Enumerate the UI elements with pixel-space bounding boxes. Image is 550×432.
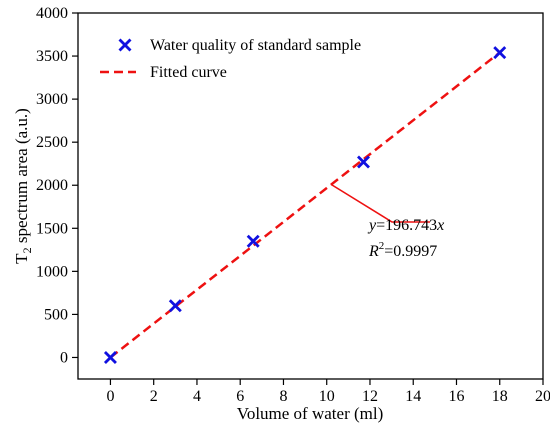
data-point-stroke xyxy=(168,299,182,313)
y-tick-label: 2000 xyxy=(36,177,68,194)
y-tick-label: 3000 xyxy=(36,91,68,108)
legend-entry-scatter: Water quality of standard sample xyxy=(118,37,361,54)
y-tick-label: 500 xyxy=(44,306,68,323)
x-axis-title: Volume of water (ml) xyxy=(237,404,384,423)
legend-label-fit: Fitted curve xyxy=(150,64,227,81)
x-tick-label: 6 xyxy=(236,388,244,405)
fit-annotation: y=196.743x R2=0.9997 xyxy=(330,183,444,260)
data-point-stroke xyxy=(493,46,507,60)
x-tick-label: 8 xyxy=(279,388,287,405)
fit-equation: y=196.743x xyxy=(367,217,444,234)
r-rest: =0.9997 xyxy=(384,243,437,260)
x-tick-label: 16 xyxy=(448,388,464,405)
x-tick-label: 10 xyxy=(319,388,335,405)
x-tick-label: 14 xyxy=(405,388,421,405)
y-title-rest: spectrum area (a.u.) xyxy=(12,108,31,247)
legend-entry-fit: Fitted curve xyxy=(100,64,227,81)
eq-x: x xyxy=(436,217,444,234)
y-tick-label: 3500 xyxy=(36,48,68,65)
data-point xyxy=(103,350,117,364)
data-point xyxy=(246,234,260,248)
x-tick-label: 18 xyxy=(492,388,508,405)
x-tick-label: 0 xyxy=(106,388,114,405)
data-point xyxy=(356,155,370,169)
data-point xyxy=(493,46,507,60)
y-title-main: T xyxy=(12,253,31,264)
legend-label-scatter: Water quality of standard sample xyxy=(150,37,361,54)
y-tick-label: 1500 xyxy=(36,220,68,237)
data-point-stroke xyxy=(356,155,370,169)
legend: Water quality of standard sample Fitted … xyxy=(100,37,361,81)
legend-marker-stroke xyxy=(118,38,132,52)
plot-frame xyxy=(77,12,544,380)
y-tick-label: 4000 xyxy=(36,5,68,22)
y-tick-label: 0 xyxy=(60,349,68,366)
r-label: R xyxy=(368,243,379,260)
x-tick-label: 12 xyxy=(362,388,378,405)
eq-y: y xyxy=(367,217,377,234)
y-axis-ticks: 0 500 1000 1500 2000 2500 3000 3500 4000 xyxy=(36,5,78,366)
r-squared: R2=0.9997 xyxy=(368,240,437,260)
series-layer xyxy=(103,46,507,364)
legend-x-marker xyxy=(118,38,132,52)
y-axis-title: T2 spectrum area (a.u.) xyxy=(12,108,34,264)
x-axis-ticks: 0 2 4 6 8 10 12 14 16 18 20 xyxy=(106,379,550,405)
x-tick-label: 2 xyxy=(150,388,158,405)
x-tick-label: 20 xyxy=(535,388,550,405)
r-sup: 2 xyxy=(379,240,385,252)
x-tick-label: 4 xyxy=(193,388,201,405)
y-title-sub: 2 xyxy=(20,247,34,253)
data-point-stroke xyxy=(103,350,117,364)
y-tick-label: 2500 xyxy=(36,134,68,151)
axes xyxy=(77,12,544,380)
annotation-pointer xyxy=(330,183,430,223)
y-tick-label: 1000 xyxy=(36,263,68,280)
data-point xyxy=(168,299,182,313)
data-point-stroke xyxy=(246,234,260,248)
eq-rest: =196.743 xyxy=(376,217,437,234)
fitted-curve-line xyxy=(109,51,501,359)
